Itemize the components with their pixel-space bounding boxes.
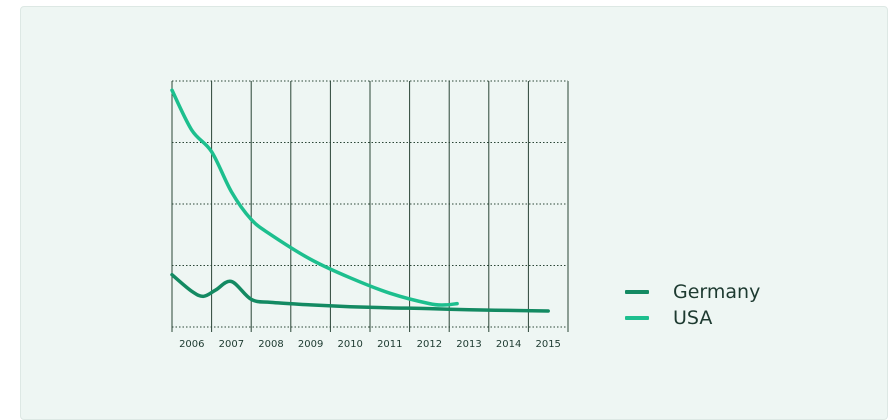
x-tick-label: 2013 [456,339,481,350]
x-tick-label: 2009 [298,339,323,350]
x-tick-label: 2014 [496,339,521,350]
chart-card: 2006 2007 2008 2009 2010 2011 2012 2013 2014 2015… [20,6,888,420]
line-chart: 2006 2007 2008 2009 2010 2011 2012 2013 2014 2015 [170,80,569,350]
series-line-germany [170,272,550,313]
x-tick-label: 2007 [219,339,244,350]
legend-item-usa: USA [625,305,760,331]
x-tick-label: 2008 [258,339,283,350]
legend-swatch-germany [625,290,649,294]
x-tick-label: 2006 [179,339,204,350]
x-tick-label: 2015 [535,339,560,350]
x-tick-label: 2012 [417,339,442,350]
chart-legend: Germany USA [625,279,760,331]
legend-item-germany: Germany [625,279,760,305]
legend-label-germany: Germany [673,281,761,303]
legend-label-usa: USA [673,307,713,329]
x-tick-label: 2011 [377,339,402,350]
legend-swatch-usa [625,316,649,320]
x-tick-label: 2010 [337,339,362,350]
series-line-usa [170,88,459,307]
